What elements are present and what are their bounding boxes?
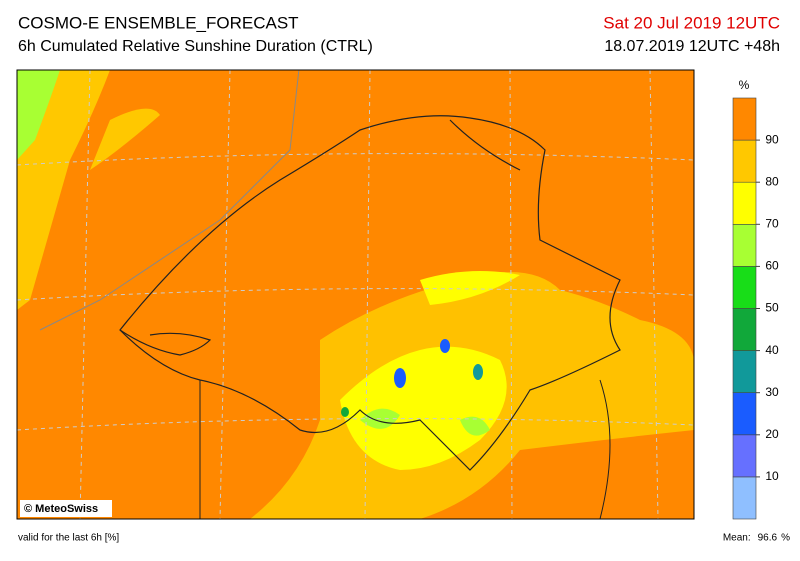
legend-unit: % [739,78,750,92]
run-info: 18.07.2019 12UTC +48h [604,38,780,55]
mean-unit: % [781,533,790,544]
legend-bin [732,392,757,436]
valid-time: Sat 20 Jul 2019 12UTC [603,13,780,32]
legend-tick-label: 30 [765,385,779,399]
field-area [440,339,450,353]
field-area [341,407,349,417]
legend-tick-label: 20 [765,427,779,441]
legend: % 10 20 30 40 50 60 70 80 90 [732,78,779,520]
field-area [394,368,406,388]
mean-value: 96.6 [758,533,778,544]
border [39,70,300,331]
footer-note: valid for the last 6h [%] [18,533,119,544]
field-area [17,70,60,160]
legend-tick-label: 60 [765,259,779,273]
mean-label: Mean: [723,533,751,544]
legend-tick-label: 70 [765,216,779,230]
legend-bin [732,266,757,309]
map-frame [16,69,695,520]
subtitle: 6h Cumulated Relative Sunshine Duration … [18,38,373,55]
field-area [340,346,507,470]
legend-tick-label: 40 [765,343,779,357]
field-area [473,364,483,380]
legend-tick-label: 10 [765,469,779,483]
border [199,379,611,519]
lake [449,119,521,171]
legend-tick-label: 80 [765,174,779,188]
legend-bin [732,224,757,267]
legend-bin [732,139,757,183]
legend-bin [732,350,757,394]
field-area [360,408,490,436]
lake [119,329,212,356]
map: © MeteoSwiss [16,69,695,520]
field-area [420,271,520,305]
legend-bin [732,434,757,478]
copyright: © MeteoSwiss [24,503,98,515]
legend-bin [732,181,757,225]
field-area [90,108,160,170]
copyright-box [20,500,112,517]
legend-tick-label: 50 [765,301,779,315]
graticule [17,70,694,519]
border [119,115,621,471]
legend-bin [732,97,757,141]
legend-bin [732,476,757,520]
legend-tick-label: 90 [765,132,779,146]
legend-bin [732,308,757,351]
title: COSMO-E ENSEMBLE_FORECAST [18,13,299,32]
field-area [17,70,110,310]
